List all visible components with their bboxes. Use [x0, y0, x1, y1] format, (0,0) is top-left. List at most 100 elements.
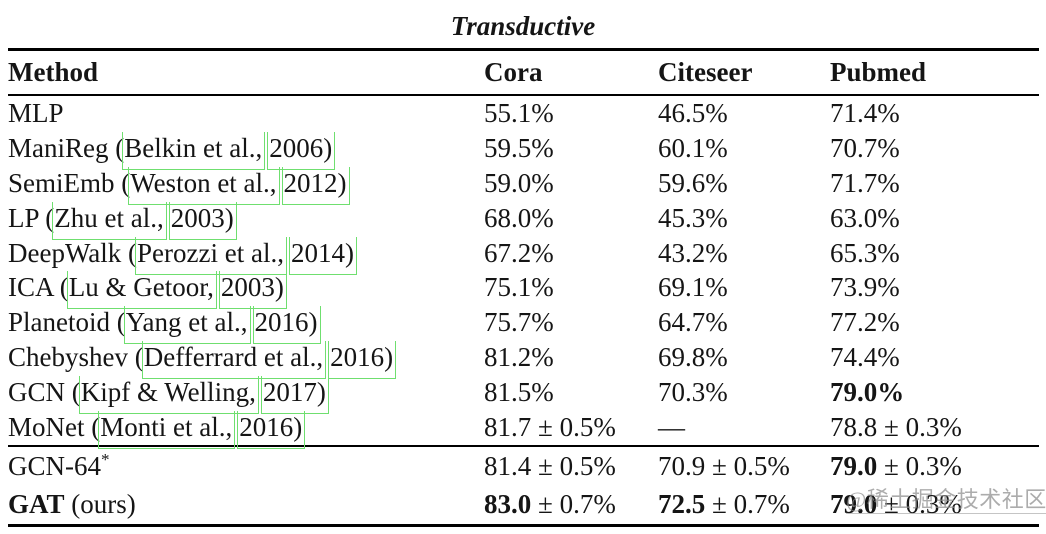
value-bold: 72.5 [658, 489, 706, 520]
value-rest: 81.7 ± 0.5% [484, 411, 616, 442]
value-rest: 55.1% [484, 97, 554, 128]
value-rest: 71.4% [830, 97, 900, 128]
cora-value-cell: 81.4 ± 0.5% [484, 446, 658, 486]
citeseer-value-cell: 72.5 ± 0.7% [658, 485, 830, 525]
pubmed-value-cell: 70.7% [830, 131, 1039, 166]
results-table: Method Cora Citeseer Pubmed MLP 55.1% 46.5… [8, 48, 1039, 527]
value-rest: 70.7% [830, 132, 900, 163]
pubmed-value-cell: 79.0 ± 0.3% [830, 485, 1039, 525]
value-rest: 75.1% [484, 272, 554, 303]
cora-value-cell: 68.0% [484, 201, 658, 236]
citeseer-value-cell: 64.7% [658, 305, 830, 340]
table-row: DeepWalk (Perozzi et al., 2014) 67.2% 43.2%… [8, 236, 1039, 271]
citeseer-value-cell: 46.5% [658, 95, 830, 131]
method-cell: ManiReg (Belkin et al., 2006) [8, 131, 484, 166]
table-row: MoNet (Monti et al., 2016) 81.7 ± 0.5% —78.… [8, 410, 1039, 446]
citeseer-value-cell: 43.2% [658, 236, 830, 271]
method-name: ManiReg ( [8, 132, 125, 163]
citation-year-link[interactable]: 2014) [290, 237, 354, 268]
table-row: GCN-64* 81.4 ± 0.5% 70.9 ± 0.5% 79.0 ± 0.3% [8, 446, 1039, 486]
citation-author-link[interactable]: Zhu et al., [54, 202, 164, 233]
citeseer-value-cell: 70.9 ± 0.5% [658, 446, 830, 486]
citeseer-value-cell: 70.3% [658, 375, 830, 410]
citation-author-link[interactable]: Lu & Getoor, [68, 272, 214, 303]
col-header-pubmed: Pubmed [830, 57, 927, 87]
citation-year-link[interactable]: 2003) [170, 202, 234, 233]
value-bold: 83.0 [484, 489, 532, 520]
citeseer-value-cell: 69.8% [658, 340, 830, 375]
value-rest: 78.8 ± 0.3% [830, 411, 962, 442]
value-rest: 45.3% [658, 202, 728, 233]
method-cell: MoNet (Monti et al., 2016) [8, 410, 484, 446]
cora-value-cell: 75.7% [484, 305, 658, 340]
method-name: GCN-64 [8, 450, 101, 481]
table-header: Method Cora Citeseer Pubmed [8, 50, 1039, 95]
citation-author-link[interactable]: Defferrard et al., [143, 342, 324, 373]
citation-year-link[interactable]: 2006) [269, 132, 333, 163]
table-body-ours: GCN-64* 81.4 ± 0.5% 70.9 ± 0.5% 79.0 ± 0.3%… [8, 446, 1039, 526]
citation-year-link[interactable]: 2016) [330, 342, 394, 373]
method-name: SemiEmb ( [8, 167, 131, 198]
value-rest: 69.8% [658, 342, 728, 373]
table-row: ManiReg (Belkin et al., 2006) 59.5% 60.1% 70… [8, 131, 1039, 166]
value-rest: 74.4% [830, 342, 900, 373]
value-rest: 64.7% [658, 307, 728, 338]
pubmed-value-cell: 79.0% [830, 375, 1039, 410]
citation-author-link[interactable]: Monti et al., [100, 411, 233, 442]
cora-value-cell: 81.7 ± 0.5% [484, 410, 658, 446]
cora-value-cell: 81.2% [484, 340, 658, 375]
value-rest: 68.0% [484, 202, 554, 233]
citation-author-link[interactable]: Kipf & Welling, [80, 377, 256, 408]
cora-value-cell: 83.0 ± 0.7% [484, 485, 658, 525]
col-header-citeseer: Citeseer [658, 57, 753, 87]
value-bold: 79.0 [830, 489, 878, 520]
pubmed-value-cell: 79.0 ± 0.3% [830, 446, 1039, 486]
citeseer-value-cell: 45.3% [658, 201, 830, 236]
method-cell: GCN (Kipf & Welling, 2017) [8, 375, 484, 410]
value-rest: 59.0% [484, 167, 554, 198]
table-row: ICA (Lu & Getoor, 2003) 75.1% 69.1% 73.9% [8, 270, 1039, 305]
value-rest: 75.7% [484, 307, 554, 338]
citeseer-value-cell: 59.6% [658, 166, 830, 201]
citation-year-link[interactable]: 2017) [262, 377, 326, 408]
pubmed-value-cell: 78.8 ± 0.3% [830, 410, 1039, 446]
citation-author-link[interactable]: Perozzi et al., [137, 237, 284, 268]
method-name: MoNet ( [8, 411, 101, 442]
citeseer-value-cell: — [658, 410, 830, 446]
citation-author-link[interactable]: Weston et al., [130, 167, 277, 198]
value-rest: 46.5% [658, 97, 728, 128]
method-name: MLP [8, 97, 64, 128]
value-rest: 63.0% [830, 202, 900, 233]
citation-year-link[interactable]: 2016) [239, 411, 303, 442]
pubmed-value-cell: 71.4% [830, 95, 1039, 131]
method-name-bold: GAT [8, 489, 65, 520]
cora-value-cell: 59.5% [484, 131, 658, 166]
pubmed-value-cell: 63.0% [830, 201, 1039, 236]
value-rest: 67.2% [484, 237, 554, 268]
method-cell: Planetoid (Yang et al., 2016) [8, 305, 484, 340]
citation-year-link[interactable]: 2016) [254, 307, 318, 338]
cora-value-cell: 59.0% [484, 166, 658, 201]
citation-year-link[interactable]: 2003) [220, 272, 284, 303]
pubmed-value-cell: 71.7% [830, 166, 1039, 201]
value-rest: 43.2% [658, 237, 728, 268]
citation-author-link[interactable]: Belkin et al., [124, 132, 263, 163]
citation-year-link[interactable]: 2012) [283, 167, 347, 198]
table-body-baselines: MLP 55.1% 46.5% 71.4% ManiReg (Belkin et al.… [8, 95, 1039, 446]
method-cell: ICA (Lu & Getoor, 2003) [8, 270, 484, 305]
method-name: LP ( [8, 202, 55, 233]
method-name: DeepWalk ( [8, 237, 138, 268]
header-row: Method Cora Citeseer Pubmed [8, 50, 1039, 95]
value-rest: 59.5% [484, 132, 554, 163]
method-cell: GAT (ours) [8, 485, 484, 525]
citation-author-link[interactable]: Yang et al., [125, 307, 248, 338]
table-row: Chebyshev (Defferrard et al., 2016) 81.2% 6… [8, 340, 1039, 375]
watermark: @稀土掘金技术社区 [846, 487, 1046, 514]
value-rest: 73.9% [830, 272, 900, 303]
table-row: SemiEmb (Weston et al., 2012) 59.0% 59.6% 71… [8, 166, 1039, 201]
value-bold: 79.0 [830, 450, 878, 481]
method-name: ICA ( [8, 272, 69, 303]
value-rest: 81.5% [484, 377, 554, 408]
col-header-method: Method [8, 57, 98, 87]
